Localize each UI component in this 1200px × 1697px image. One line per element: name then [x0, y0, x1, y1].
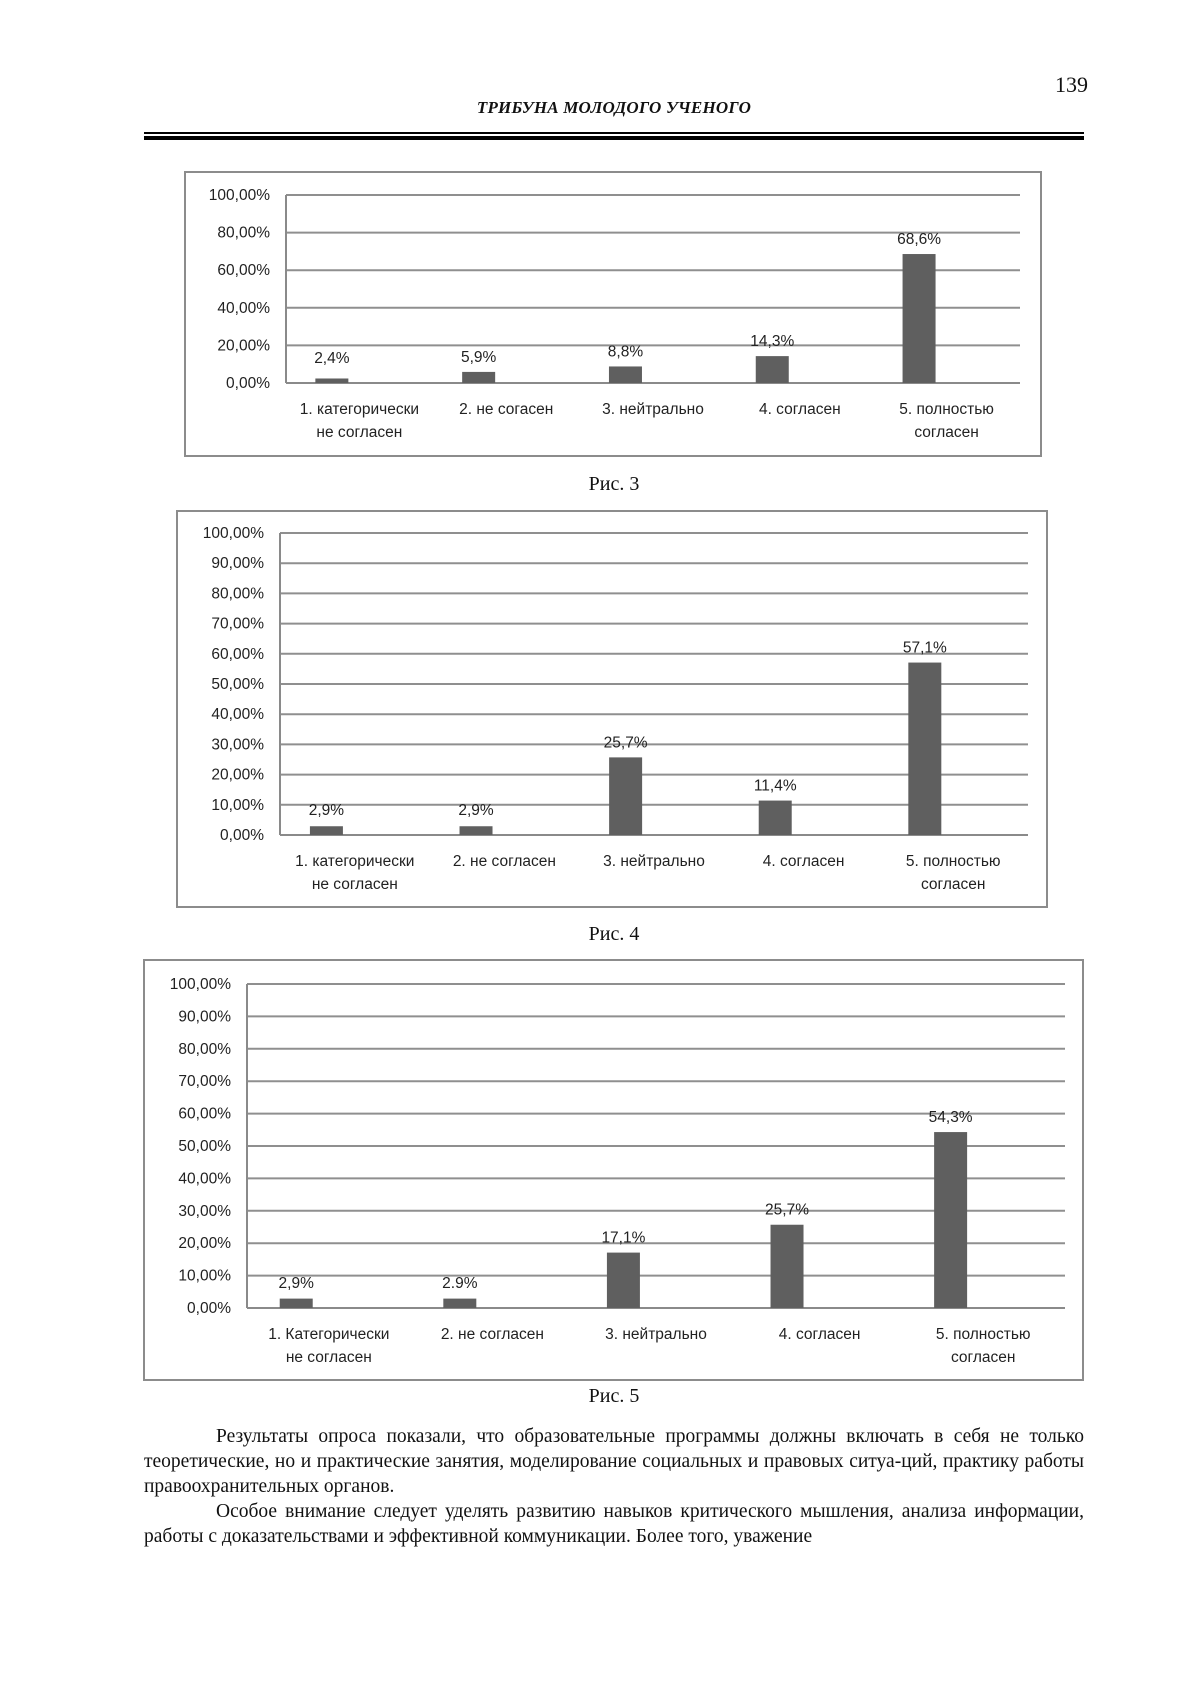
y-tick-label: 30,00% — [211, 736, 264, 753]
paragraph: Результаты опроса показали, что образова… — [144, 1426, 1084, 1497]
caption-fig-3: Рис. 3 — [588, 473, 640, 495]
header-rule-thick — [144, 136, 1084, 140]
caption-fig-5: Рис. 5 — [588, 1385, 640, 1407]
bar — [315, 378, 349, 383]
y-tick-label: 30,00% — [178, 1203, 231, 1220]
y-tick-label: 20,00% — [211, 767, 264, 784]
chart-svg: 0,00% 10,00% 20,00% 30,00% 40,00% 50,00% 60,00… — [170, 976, 1065, 1366]
x-tick-label: 4. согласен — [779, 1326, 861, 1343]
x-tick-label: 2. не согласен — [453, 853, 556, 870]
bar — [902, 254, 936, 383]
x-tick-label: 1. категорически — [295, 853, 414, 870]
y-tick-label: 20,00% — [178, 1235, 231, 1252]
chart-svg: 0,00% 20,00% 40,00% 60,00% 80,00% 100,00% 2,4%… — [209, 187, 1020, 441]
y-tick-label: 10,00% — [178, 1268, 231, 1285]
bar — [309, 826, 343, 835]
y-tick-label: 40,00% — [211, 706, 264, 723]
bar — [609, 757, 643, 835]
x-tick-label: 5. полностью — [906, 853, 1001, 870]
y-tick-label: 60,00% — [211, 646, 264, 663]
bar — [755, 356, 789, 383]
y-tick-label: 0,00% — [187, 1300, 231, 1317]
header-rule-thin — [144, 132, 1084, 134]
y-tick-label: 60,00% — [178, 1106, 231, 1123]
x-tick-label: 3. нейтрально — [605, 1326, 707, 1343]
data-label: 25,7% — [765, 1202, 809, 1219]
bar — [459, 826, 493, 835]
x-tick-label: 3. нейтрально — [602, 401, 704, 418]
y-tick-label: 70,00% — [211, 616, 264, 633]
bar — [443, 1298, 477, 1308]
data-label: 2,9% — [458, 802, 494, 819]
y-tick-label: 100,00% — [209, 187, 270, 204]
x-tick-label: 2. не согасен — [459, 401, 553, 418]
paragraph: Особое внимание следует уделять развитию… — [144, 1501, 1084, 1547]
bar — [908, 662, 942, 835]
bar — [758, 800, 792, 835]
x-tick-label: 2. не согласен — [441, 1326, 544, 1343]
chart-svg: 0,00% 10,00% 20,00% 30,00% 40,00% 50,00% 60,00… — [203, 525, 1028, 893]
x-tick-label: не согласен — [316, 424, 402, 441]
y-tick-label: 80,00% — [217, 225, 270, 242]
data-label: 54,3% — [929, 1109, 973, 1126]
bar — [462, 371, 496, 383]
chart-fig-5: 0,00% 10,00% 20,00% 30,00% 40,00% 50,00% 60,00… — [143, 959, 1084, 1381]
y-tick-label: 80,00% — [211, 585, 264, 602]
y-tick-label: 60,00% — [217, 262, 270, 279]
y-tick-label: 10,00% — [211, 797, 264, 814]
y-tick-label: 80,00% — [178, 1041, 231, 1058]
caption-fig-4: Рис. 4 — [588, 923, 640, 945]
data-label: 8,8% — [608, 343, 644, 360]
y-tick-label: 0,00% — [226, 375, 270, 392]
x-tick-label: 4. согласен — [763, 853, 845, 870]
data-label: 5,9% — [461, 349, 497, 366]
x-tick-label: согласен — [914, 424, 978, 441]
y-tick-label: 0,00% — [220, 827, 264, 844]
bar — [934, 1132, 968, 1308]
bar — [770, 1224, 804, 1308]
data-label: 11,4% — [754, 778, 797, 795]
x-tick-label: 1. категорически — [300, 401, 419, 418]
x-tick-label: 1. Категорически — [268, 1326, 389, 1343]
data-label: 2,4% — [314, 350, 350, 367]
y-tick-label: 90,00% — [211, 555, 264, 572]
data-label: 2,9% — [309, 802, 345, 819]
data-label: 2,9% — [279, 1275, 315, 1292]
bar — [606, 1252, 640, 1308]
y-tick-label: 100,00% — [170, 976, 231, 993]
x-tick-label: согласен — [921, 876, 985, 893]
x-tick-label: 5. полностью — [936, 1326, 1031, 1343]
data-label: 14,3% — [750, 333, 794, 350]
x-tick-label: не согласен — [286, 1349, 372, 1366]
y-tick-label: 100,00% — [203, 525, 264, 542]
x-tick-label: не согласен — [312, 876, 398, 893]
running-title: ТРИБУНА МОЛОДОГО УЧЕНОГО — [476, 98, 752, 117]
data-label: 25,7% — [604, 734, 648, 751]
x-tick-label: 5. полностью — [899, 401, 994, 418]
y-tick-label: 90,00% — [178, 1008, 231, 1025]
chart-fig-4: 0,00% 10,00% 20,00% 30,00% 40,00% 50,00% 60,00… — [176, 510, 1048, 908]
data-label: 57,1% — [903, 640, 947, 657]
data-label: 17,1% — [601, 1230, 645, 1247]
page-number: 139 — [1055, 72, 1088, 97]
chart-fig-3: 0,00% 20,00% 40,00% 60,00% 80,00% 100,00% 2,4%… — [184, 171, 1042, 457]
x-tick-label: согласен — [951, 1349, 1015, 1366]
y-tick-label: 40,00% — [217, 300, 270, 317]
bar — [608, 366, 642, 383]
x-tick-label: 3. нейтрально — [603, 853, 705, 870]
bar — [279, 1298, 313, 1308]
data-label: 2.9% — [442, 1275, 478, 1292]
y-tick-label: 20,00% — [217, 337, 270, 354]
x-tick-label: 4. согласен — [759, 401, 841, 418]
body-text: Результаты опроса показали, что образова… — [144, 1424, 1084, 1549]
y-tick-label: 70,00% — [178, 1073, 231, 1090]
data-label: 68,6% — [897, 231, 941, 248]
y-tick-label: 40,00% — [178, 1170, 231, 1187]
y-tick-label: 50,00% — [178, 1138, 231, 1155]
y-tick-label: 50,00% — [211, 676, 264, 693]
